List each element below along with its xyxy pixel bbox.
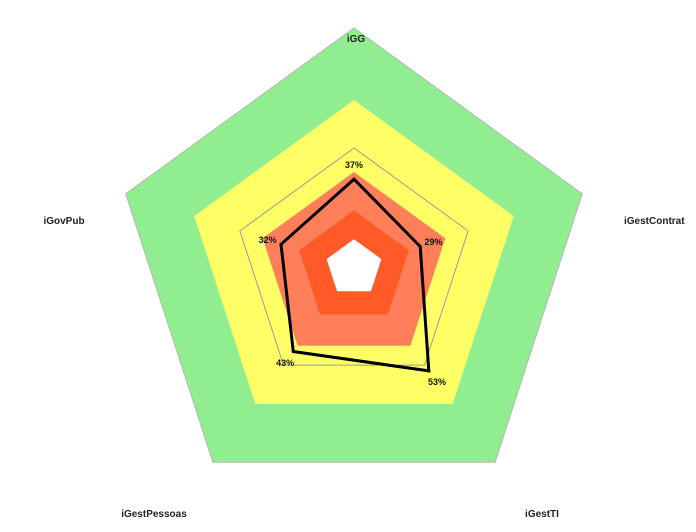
- data-point-iGestTI: [427, 369, 431, 373]
- radar-outer-gridline: [125, 27, 583, 463]
- axis-label-iGestPessoas: iGestPessoas: [121, 509, 187, 520]
- radar-gridline: [239, 147, 469, 366]
- data-label-iGestContrat: 29%: [424, 237, 442, 247]
- data-point-iGG: [352, 177, 356, 181]
- axis-label-iGG: iGG: [347, 34, 366, 45]
- axis-label-iGovPub: iGovPub: [43, 216, 84, 227]
- data-point-iGestPessoas: [291, 350, 295, 353]
- data-label-iGestPessoas: 43%: [276, 358, 294, 368]
- data-point-iGestContrat: [418, 245, 422, 248]
- data-label-iGestTI: 53%: [428, 377, 446, 387]
- data-point-iGovPub: [279, 242, 283, 246]
- radar-band-4: [326, 239, 382, 292]
- axis-label-iGestContrat: iGestContrat: [624, 216, 685, 227]
- axis-label-iGestTI: iGestTI: [525, 509, 559, 520]
- data-label-iGovPub: 32%: [259, 235, 277, 245]
- data-label-iGG: 37%: [345, 160, 363, 170]
- series-line: [279, 177, 431, 373]
